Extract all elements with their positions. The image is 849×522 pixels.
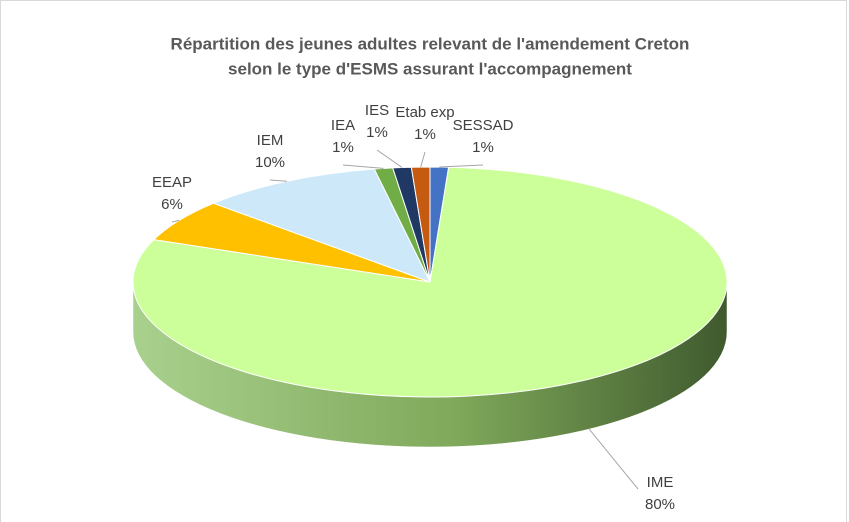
- data-label-value: 1%: [472, 139, 494, 156]
- data-label-value: 1%: [366, 124, 388, 141]
- data-label-name: EEAP: [152, 174, 192, 191]
- data-label-value: 6%: [161, 196, 183, 213]
- data-label-name: IME: [647, 474, 674, 491]
- leader-line: [171, 219, 180, 223]
- data-label-name: IEA: [331, 117, 355, 134]
- chart-subtitle: selon le type d'ESMS assurant l'accompag…: [228, 59, 632, 78]
- data-label-value: 1%: [332, 139, 354, 156]
- chart-title: Répartition des jeunes adultes relevant …: [171, 34, 690, 53]
- data-label-value: 10%: [255, 154, 285, 171]
- leader-line: [376, 149, 403, 168]
- slice: [410, 166, 431, 283]
- data-label-value: 1%: [414, 126, 436, 143]
- leader-line: [342, 164, 384, 169]
- leader-line: [420, 151, 426, 168]
- data-label-name: IEM: [257, 132, 284, 149]
- data-label-value: 80%: [645, 496, 675, 513]
- data-label-name: SESSAD: [453, 117, 514, 134]
- data-label-name: Etab exp: [395, 104, 454, 121]
- leader-line: [269, 179, 287, 182]
- leader-line: [439, 164, 484, 168]
- leader-line: [588, 428, 639, 490]
- slice: [212, 168, 431, 283]
- data-label-name: IES: [365, 102, 389, 119]
